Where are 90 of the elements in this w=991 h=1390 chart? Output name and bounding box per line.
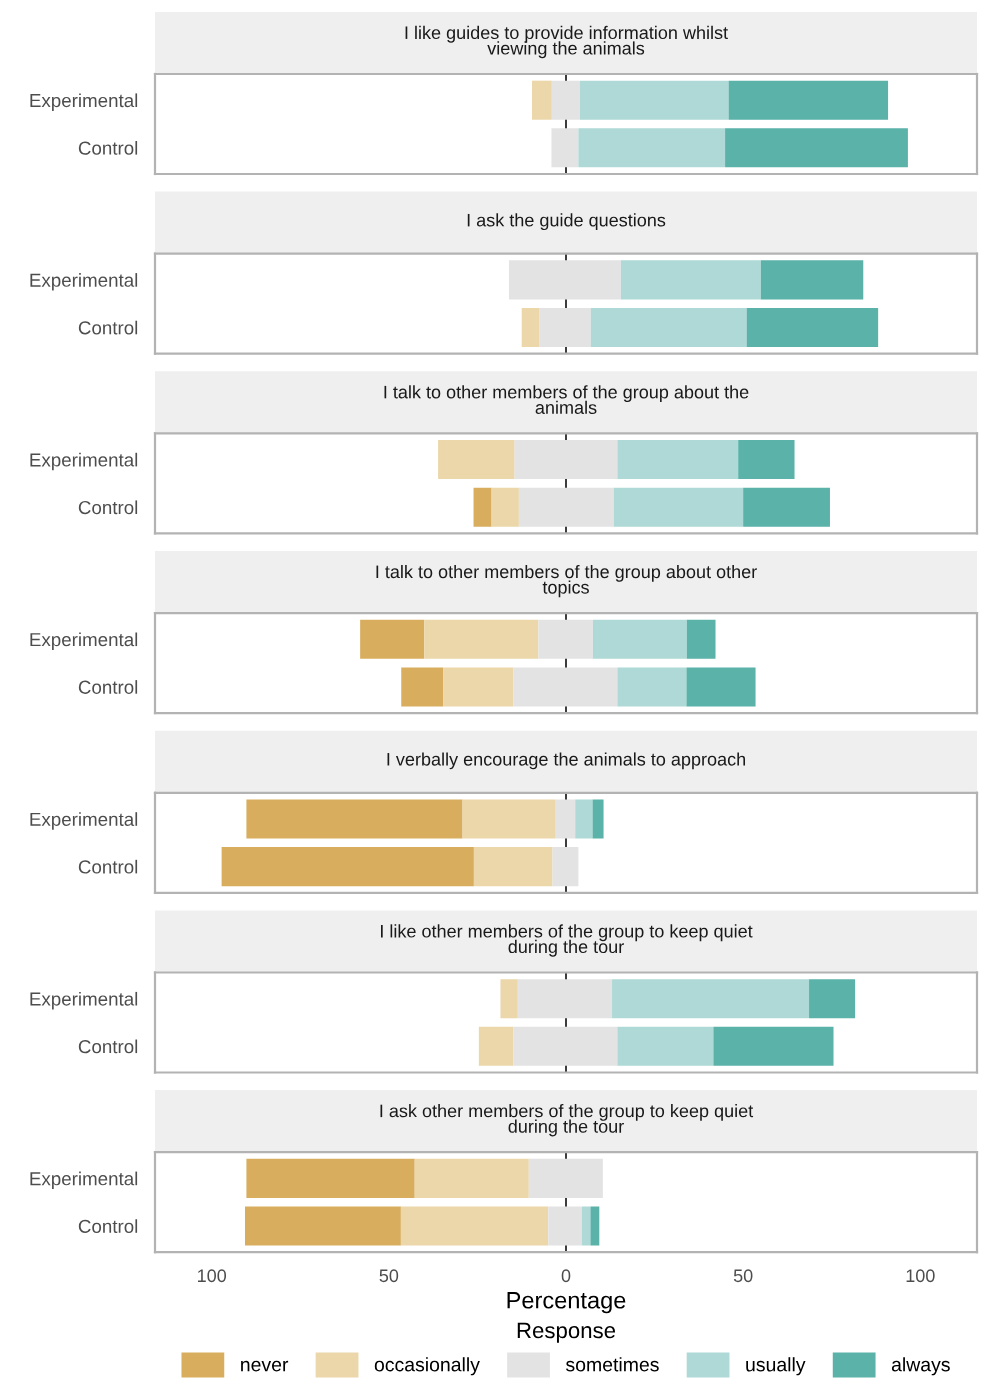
bar (728, 80, 889, 120)
bar (613, 487, 744, 527)
bar (521, 307, 540, 348)
x-axis-title: Percentage (507, 1292, 626, 1314)
bar (743, 487, 830, 527)
bar (513, 667, 618, 707)
bar (517, 979, 613, 1019)
bar (246, 799, 463, 839)
bar (539, 307, 591, 348)
bar (360, 619, 425, 659)
bar (414, 1158, 529, 1198)
chart-title: I like other members of the group to keep quiet during the tour (381, 924, 753, 957)
bar (443, 667, 514, 707)
y-tick-label: Experimental (30, 991, 138, 1010)
chart-title: I talk to other members of the group about other topics (376, 564, 757, 598)
bar (713, 1026, 834, 1066)
bar (462, 799, 556, 839)
bar (686, 667, 756, 707)
bar (620, 260, 761, 300)
bar (500, 979, 518, 1019)
legend-label: always (891, 1357, 950, 1376)
bar (424, 619, 539, 659)
bar (590, 1206, 600, 1246)
bar (473, 847, 553, 887)
bar (581, 1206, 591, 1246)
y-tick-label: Experimental (30, 273, 138, 291)
bar (246, 1158, 415, 1198)
bar (401, 667, 444, 707)
bar (686, 619, 716, 659)
y-tick-label: Experimental (30, 812, 138, 830)
bar (746, 307, 879, 348)
x-tick-label: 100 (198, 1269, 227, 1283)
bar (221, 847, 474, 887)
bar (538, 619, 593, 659)
bar (551, 128, 579, 168)
chart-title: I verbally encourage the animals to approach (387, 752, 746, 770)
x-tick-label: 50 (379, 1269, 399, 1283)
bar (551, 80, 580, 120)
y-tick-label: Control (78, 680, 138, 694)
bar (508, 260, 621, 300)
bar (531, 80, 552, 120)
y-tick-label: Control (78, 500, 138, 515)
y-tick-label: Experimental (30, 452, 138, 471)
bar (438, 440, 515, 480)
chart-title: I ask the guide questions (467, 213, 666, 231)
y-tick-label: Experimental (30, 1171, 138, 1190)
bar (592, 619, 687, 659)
bar (617, 1026, 714, 1066)
bar (617, 440, 739, 480)
chart-title: I ask other members of the group to keep quiet during the tour (380, 1104, 754, 1137)
legend-label: usually (746, 1357, 806, 1376)
y-tick-label: Control (78, 141, 138, 155)
bar (617, 667, 687, 707)
bar (491, 487, 519, 527)
bar (552, 847, 579, 887)
legend-label: sometimes (566, 1357, 659, 1372)
y-tick-label: Control (78, 1039, 138, 1054)
bar (513, 1026, 618, 1066)
x-tick-label: 0 (561, 1269, 571, 1283)
chart-title: I talk to other members of the group about the animals (384, 385, 749, 415)
y-tick-label: Experimental (30, 632, 138, 650)
bar (528, 1158, 603, 1198)
bar (612, 979, 810, 1019)
bar (548, 1206, 582, 1246)
y-tick-label: Control (78, 1219, 138, 1233)
y-tick-label: Control (78, 859, 138, 874)
bar (514, 440, 618, 480)
bar (738, 440, 795, 480)
bar (809, 979, 856, 1019)
bar (478, 1026, 514, 1066)
bar (575, 799, 593, 839)
bar (578, 128, 726, 168)
bar (590, 307, 747, 348)
x-tick-label: 50 (733, 1269, 753, 1283)
bar (473, 487, 492, 527)
bar (555, 799, 576, 839)
bar (400, 1206, 549, 1246)
legend-title: Response (517, 1322, 616, 1343)
x-tick-label: 100 (906, 1269, 935, 1283)
bar (579, 80, 729, 120)
bar (592, 799, 604, 839)
y-tick-label: Experimental (30, 93, 138, 111)
bar (725, 128, 908, 168)
y-tick-label: Control (78, 320, 138, 335)
chart-title: I like guides to provide information whilst viewing the animals (405, 25, 728, 59)
bar (244, 1206, 401, 1246)
legend-label: never (241, 1360, 289, 1372)
bar (518, 487, 614, 527)
legend-label: occasionally (374, 1357, 480, 1376)
bar (760, 260, 864, 300)
